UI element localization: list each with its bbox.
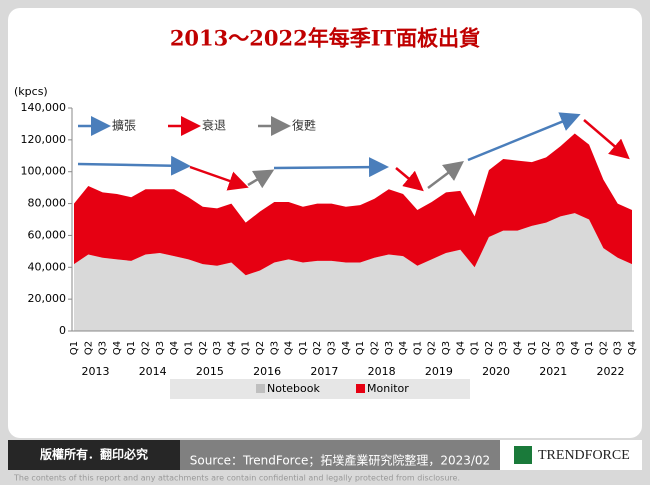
x-tick-label: Q1 — [355, 341, 366, 355]
y-tick-label: 80,000 — [28, 197, 67, 210]
year-label: 2021 — [539, 365, 567, 378]
x-tick-label: Q2 — [255, 341, 266, 355]
x-tick-label: Q4 — [398, 341, 409, 355]
x-tick-label: Q4 — [169, 341, 180, 355]
year-label: 2022 — [597, 365, 625, 378]
x-tick-label: Q4 — [226, 341, 237, 355]
x-tick-label: Q1 — [527, 341, 538, 355]
y-tick-label: 40,000 — [28, 260, 67, 273]
y-tick-label: 20,000 — [28, 292, 67, 305]
x-tick-label: Q1 — [69, 341, 80, 355]
year-label: 2015 — [196, 365, 224, 378]
area — [74, 133, 632, 276]
x-tick-label: Q4 — [112, 341, 123, 355]
y-tick-label: 140,000 — [21, 101, 67, 114]
x-tick-label: Q4 — [513, 341, 524, 355]
annotation-text: 復甦 — [292, 118, 316, 133]
y-tick-label: 60,000 — [28, 228, 67, 241]
year-label: 2019 — [425, 365, 453, 378]
x-tick-label: Q2 — [484, 341, 495, 355]
x-tick-label: Q3 — [269, 341, 280, 355]
x-tick-label: Q3 — [155, 341, 166, 355]
x-tick-label: Q2 — [598, 341, 609, 355]
source: Source：TrendForce；拓墣產業研究院整理，2023/02 — [190, 453, 490, 468]
x-tick-label: Q2 — [541, 341, 552, 355]
legend-label: Notebook — [267, 382, 320, 395]
x-tick-label: Q3 — [98, 341, 109, 355]
x-tick-label: Q2 — [198, 341, 209, 355]
x-tick-label: Q4 — [455, 341, 466, 355]
x-tick-label: Q3 — [555, 341, 566, 355]
x-tick-label: Q3 — [327, 341, 338, 355]
y-axis-label: (kpcs) — [14, 85, 48, 98]
x-tick-label: Q1 — [470, 341, 481, 355]
x-tick-label: Q1 — [241, 341, 252, 355]
x-tick-label: Q1 — [412, 341, 423, 355]
annotation-text: 衰退 — [202, 118, 226, 133]
annotation-text: 擴張 — [112, 118, 136, 133]
logo-icon — [514, 446, 532, 464]
chart-title: 2013～2022年每季IT面板出貨 — [170, 26, 480, 51]
x-tick-label: Q1 — [298, 341, 309, 355]
x-tick-label: Q3 — [613, 341, 624, 355]
x-tick-label: Q4 — [284, 341, 295, 355]
legend-swatch — [256, 384, 265, 393]
logo: TRENDFORCE — [538, 448, 630, 463]
year-label: 2016 — [253, 365, 281, 378]
year-label: 2018 — [368, 365, 396, 378]
copyright: 版權所有．翻印必究 — [40, 447, 148, 462]
x-tick-label: Q4 — [627, 341, 638, 355]
legend-box — [170, 379, 470, 399]
x-tick-label: Q3 — [441, 341, 452, 355]
x-tick-label: Q1 — [126, 341, 137, 355]
x-tick-label: Q2 — [427, 341, 438, 355]
x-tick-label: Q1 — [584, 341, 595, 355]
x-tick-label: Q1 — [183, 341, 194, 355]
x-tick-label: Q3 — [498, 341, 509, 355]
disclaimer: The contents of this report and any atta… — [13, 474, 460, 483]
x-tick-label: Q2 — [83, 341, 94, 355]
legend-label: Monitor — [367, 382, 409, 395]
x-tick-label: Q3 — [384, 341, 395, 355]
x-tick-label: Q3 — [212, 341, 223, 355]
year-label: 2017 — [310, 365, 338, 378]
x-tick-label: Q2 — [141, 341, 152, 355]
year-label: 2020 — [482, 365, 510, 378]
x-tick-label: Q2 — [312, 341, 323, 355]
footer-left — [8, 440, 180, 470]
y-tick-label: 100,000 — [21, 165, 67, 178]
trend-arrows — [77, 112, 630, 192]
year-label: 2013 — [81, 365, 109, 378]
legend-swatch — [356, 384, 365, 393]
year-label: 2014 — [139, 365, 167, 378]
x-tick-label: Q4 — [570, 341, 581, 355]
x-tick-label: Q4 — [341, 341, 352, 355]
area — [74, 213, 632, 331]
y-tick-label: 0 — [59, 324, 66, 337]
y-tick-label: 120,000 — [21, 133, 67, 146]
x-tick-label: Q2 — [369, 341, 380, 355]
